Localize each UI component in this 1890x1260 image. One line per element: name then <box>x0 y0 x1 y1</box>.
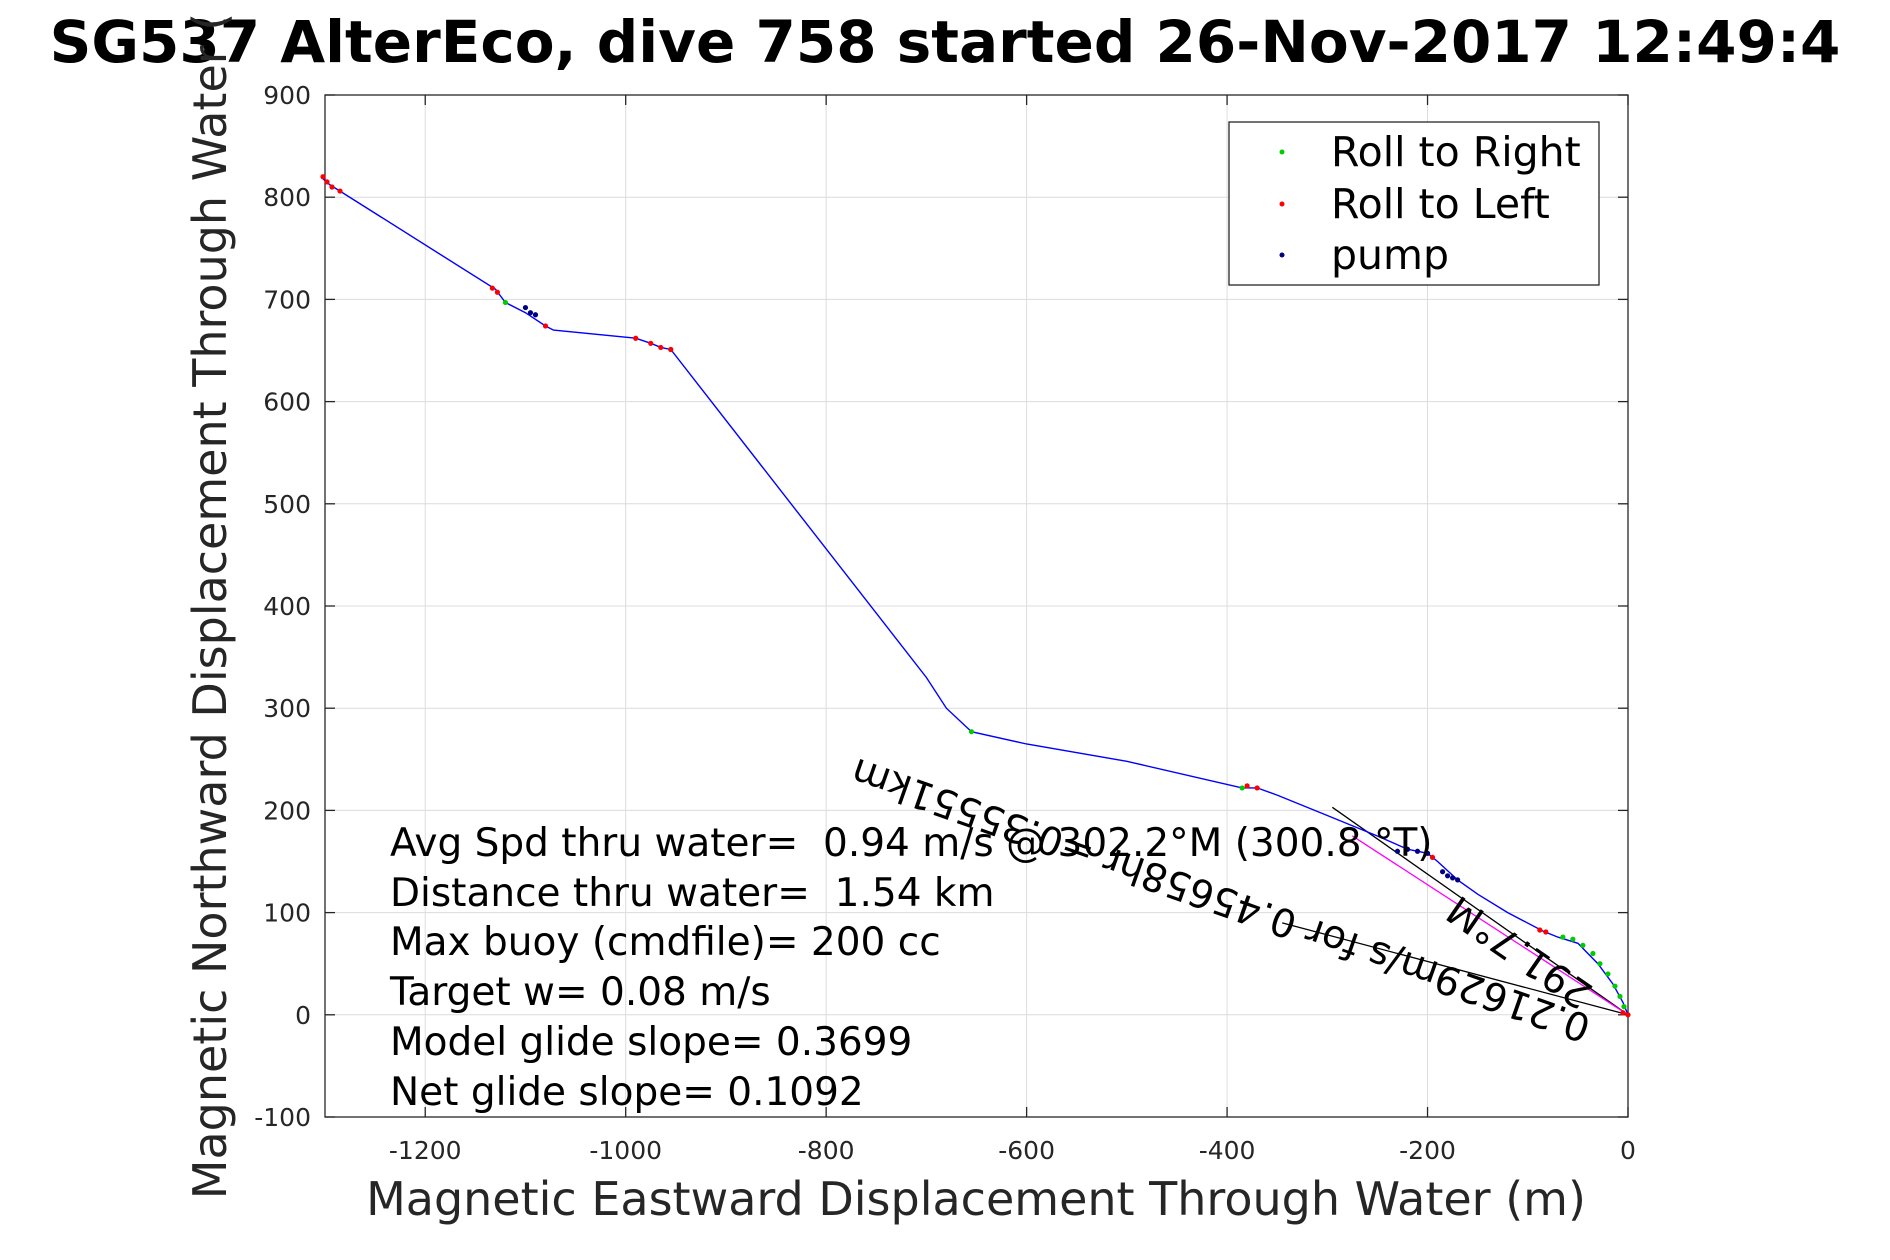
y-tick-label: -100 <box>254 1103 311 1132</box>
x-tick-label: -400 <box>1199 1136 1256 1165</box>
marker-pump <box>1455 877 1461 883</box>
y-tick-label: 900 <box>263 81 311 110</box>
heading-segment <box>1352 835 1629 1016</box>
marker-pump <box>1449 875 1456 881</box>
annotation-max-buoy: Max buoy (cmdfile)= 200 cc <box>390 920 941 965</box>
annotation-net-glide: Net glide slope= 0.1092 <box>390 1070 864 1115</box>
marker-roll-to-right <box>1617 993 1623 1000</box>
y-tick-label: 400 <box>263 592 311 621</box>
x-tick-label: -800 <box>798 1136 855 1165</box>
marker-roll-to-left <box>337 188 343 194</box>
y-axis-label: Magnetic Northward Displacement Through … <box>183 13 237 1199</box>
stats-annotations: Avg Spd thru water= 0.94 m/s @ 302.2°M (… <box>389 821 1433 1115</box>
x-tick-label: -1200 <box>389 1136 462 1165</box>
legend-box <box>1228 121 1600 286</box>
y-tick-label: 100 <box>263 899 311 928</box>
marker-roll-to-left <box>320 174 326 180</box>
marker-pump <box>1424 850 1431 856</box>
y-tick-label: 600 <box>263 388 311 417</box>
marker-roll-to-right <box>1590 950 1596 957</box>
y-tick-label: 700 <box>263 285 311 314</box>
x-tick-label: -200 <box>1399 1136 1456 1165</box>
y-tick-label: 300 <box>263 694 311 723</box>
marker-pump <box>522 304 529 311</box>
marker-roll-to-right <box>1621 1004 1627 1010</box>
x-tick-label: -600 <box>998 1136 1055 1165</box>
y-tick-label: 200 <box>263 796 311 825</box>
y-tick-label: 0 <box>295 1001 311 1030</box>
marker-roll-to-right <box>1597 961 1603 967</box>
y-tick-label: 800 <box>263 183 311 212</box>
marker-pump <box>532 312 539 318</box>
legend: Roll to Right Roll to Left pump <box>1228 121 1600 286</box>
marker-roll-to-right <box>1570 936 1576 942</box>
annotation-target-w: Target w= 0.08 m/s <box>389 970 771 1015</box>
legend-label-pump: pump <box>1331 231 1449 279</box>
legend-label-roll-left: Roll to Left <box>1331 180 1550 228</box>
annotation-avg-speed: Avg Spd thru water= 0.94 m/s @ 302.2°M (… <box>390 821 1433 866</box>
legend-marker-roll-left <box>1279 201 1285 207</box>
marker-roll-to-left <box>658 344 664 351</box>
marker-roll-to-right <box>502 299 509 306</box>
y-tick-label: 500 <box>263 490 311 519</box>
x-tick-label: -1000 <box>589 1136 662 1165</box>
marker-pump <box>1414 848 1421 854</box>
marker-roll-to-right <box>1605 971 1611 977</box>
annotation-line <box>1331 806 1629 1016</box>
annotation-lines <box>1282 806 1629 1016</box>
annotation-line <box>1282 922 1629 1016</box>
marker-roll-to-left <box>329 184 335 190</box>
marker-roll-to-right <box>968 729 975 735</box>
x-axis-label: Magnetic Eastward Displacement Through W… <box>366 1172 1586 1226</box>
marker-roll-to-left <box>1625 1012 1631 1018</box>
marker-roll-to-right <box>1239 785 1245 791</box>
marker-roll-to-left <box>542 323 549 329</box>
data-markers <box>320 174 1631 1018</box>
marker-pump <box>1404 846 1411 852</box>
marker-roll-to-left <box>633 335 639 341</box>
marker-roll-to-left <box>489 285 495 291</box>
x-tick-label: 0 <box>1620 1136 1636 1165</box>
chart-title: SG537 AlterEco, dive 758 started 26-Nov-… <box>50 8 1841 76</box>
marker-pump <box>1444 873 1451 879</box>
marker-roll-to-right <box>1580 942 1586 948</box>
marker-roll-to-right <box>1560 934 1566 940</box>
marker-roll-to-left <box>1543 929 1549 935</box>
marker-roll-to-left <box>324 179 330 185</box>
marker-roll-to-left <box>1620 1010 1626 1016</box>
axis-ticks: -1200 -1000 -800 -600 -400 -200 0-100010020030… <box>254 81 1636 1165</box>
marker-pump <box>1439 869 1446 875</box>
annotation-model-glide: Model glide slope= 0.3699 <box>390 1020 912 1065</box>
legend-marker-pump <box>1279 252 1285 258</box>
legend-label-roll-right: Roll to Right <box>1331 128 1581 176</box>
marker-roll-to-left <box>1244 783 1250 789</box>
annotation-distance: Distance thru water= 1.54 km <box>390 871 994 916</box>
marker-pump <box>527 310 534 316</box>
marker-roll-to-left <box>494 289 500 295</box>
legend-marker-roll-right <box>1279 149 1285 155</box>
marker-roll-to-left <box>1537 927 1543 933</box>
marker-roll-to-right <box>1612 983 1618 989</box>
marker-roll-to-left <box>1429 854 1436 861</box>
marker-roll-to-left <box>1254 785 1260 791</box>
marker-roll-to-left <box>648 340 654 346</box>
marker-roll-to-left <box>668 346 674 353</box>
marker-pump <box>1394 848 1401 854</box>
